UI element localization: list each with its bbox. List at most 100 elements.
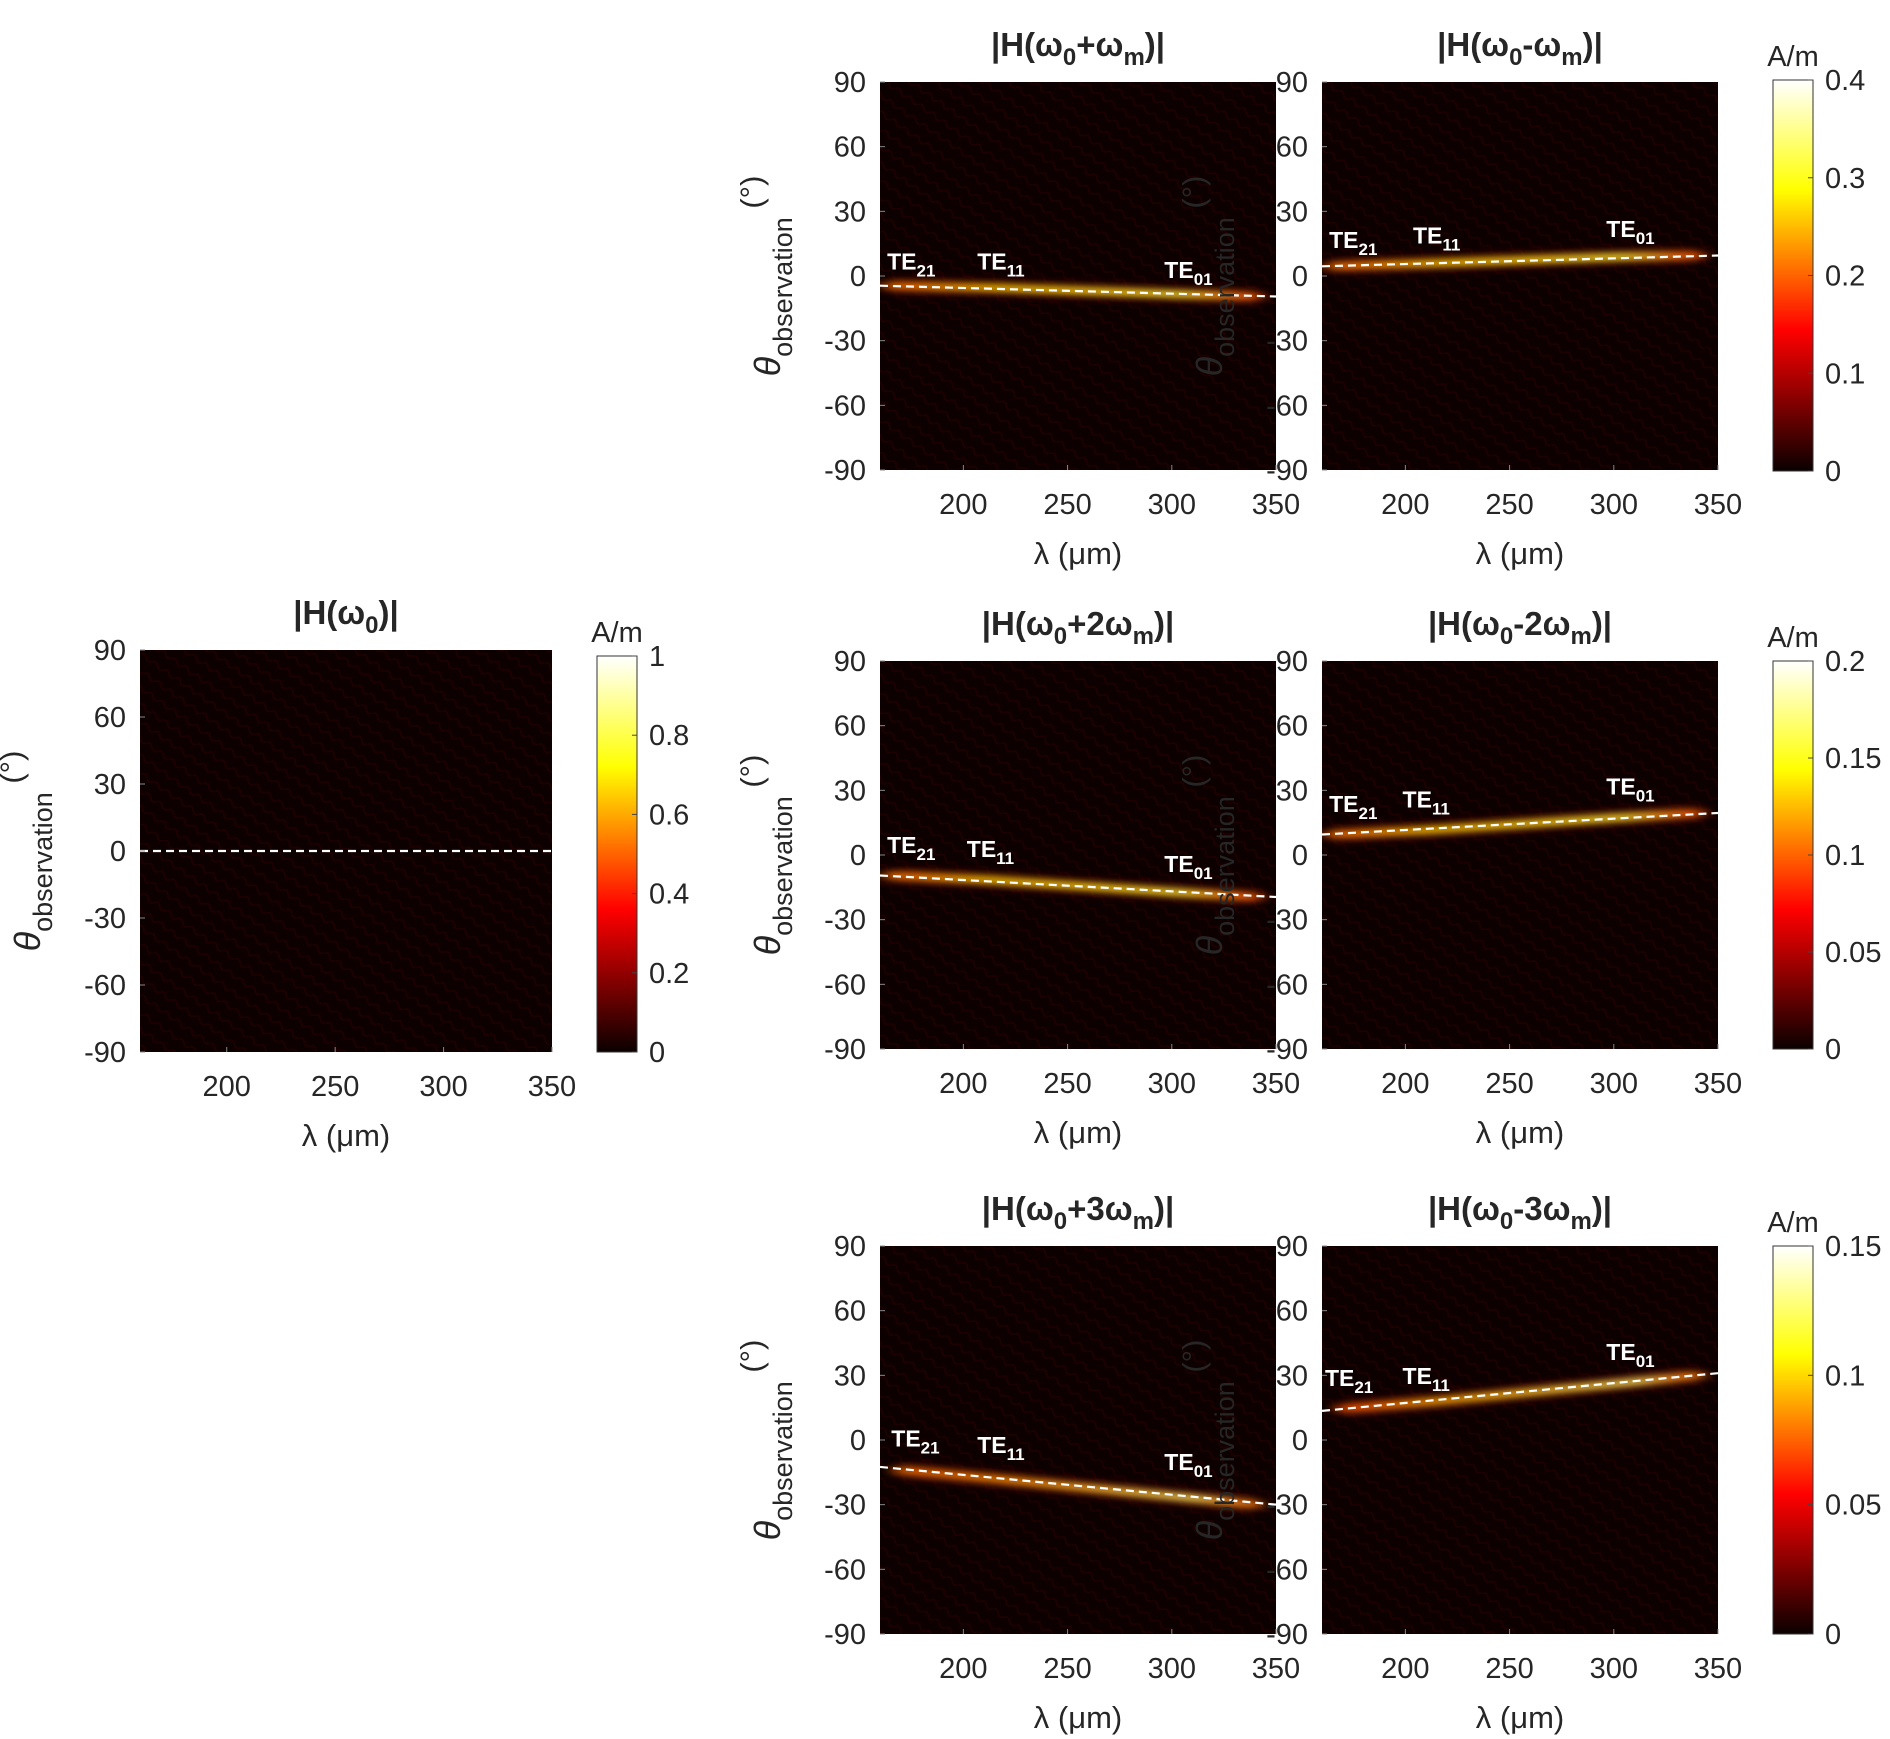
title-sub: 0 [1509, 44, 1522, 71]
x-tick-label: 300 [419, 1071, 467, 1103]
y-tick-label: -90 [824, 1034, 866, 1066]
y-axis-label-unit: (°) [734, 176, 769, 218]
colorbar [1772, 660, 1814, 1050]
colorbar-unit: A/m [1767, 1207, 1819, 1239]
x-tick-label: 250 [1485, 1653, 1533, 1685]
dashed-line [1322, 1372, 1718, 1412]
x-tick-label: 250 [1043, 1653, 1091, 1685]
mode-label-base: TE [887, 249, 916, 275]
mode-label-sub: 21 [1354, 1378, 1373, 1397]
x-tick-label: 350 [1252, 1068, 1300, 1100]
y-axis-label: θobservation (°) [1176, 176, 1240, 377]
y-tick-label: 60 [94, 702, 126, 734]
mode-label: TE21 [887, 249, 935, 281]
title-sub2: m [1133, 623, 1154, 650]
y-tick-label: -90 [1266, 1619, 1308, 1651]
y-tick-label: 90 [1276, 1231, 1308, 1263]
colorbar-unit: A/m [1767, 41, 1819, 73]
mode-label: TE21 [1325, 1365, 1373, 1397]
y-tick-label: 60 [1276, 1296, 1308, 1328]
x-tick-label: 200 [939, 1653, 987, 1685]
x-tick-label: 350 [1694, 1653, 1742, 1685]
panel-title: |H(ω0+3ωm)| [982, 1190, 1174, 1235]
y-axis-label: θobservation (°) [734, 1340, 798, 1541]
y-tick-label: -30 [824, 326, 866, 358]
x-tick-label: 350 [528, 1071, 576, 1103]
y-axis-label-sub: observation [28, 792, 58, 932]
x-axis-label: λ (μm) [302, 1118, 390, 1153]
y-axis-label-theta: θ [1189, 1520, 1230, 1540]
x-axis-label: λ (μm) [1476, 536, 1564, 571]
x-tick-label: 200 [1381, 1653, 1429, 1685]
mode-label-base: TE [1606, 1339, 1635, 1365]
title-op: -ω [1522, 26, 1561, 63]
y-tick-label: -60 [824, 390, 866, 422]
y-tick-label: 30 [834, 196, 866, 228]
x-tick-label: 300 [1590, 489, 1638, 521]
y-axis-label-theta: θ [1189, 356, 1230, 376]
x-tick-label: 250 [1043, 1068, 1091, 1100]
title-sub2: m [1570, 1208, 1591, 1235]
y-tick-label: 90 [834, 646, 866, 678]
y-tick-label: -30 [824, 905, 866, 937]
mode-label-sub: 11 [1442, 236, 1460, 255]
x-tick-label: 250 [311, 1071, 359, 1103]
title-rest: )| [1592, 1190, 1612, 1227]
mode-label-sub: 11 [1007, 262, 1025, 281]
title-base: |H(ω [991, 26, 1063, 63]
colorbar-tick-label: 0.2 [649, 958, 689, 990]
mode-label-base: TE [887, 832, 916, 858]
panel-title: |H(ω0+ωm)| [991, 26, 1165, 71]
mode-label-base: TE [891, 1425, 920, 1451]
y-axis-label-unit: (°) [734, 755, 769, 797]
y-tick-label: -30 [1266, 326, 1308, 358]
title-base: |H(ω [1428, 1190, 1500, 1227]
title-base: |H(ω [982, 1190, 1054, 1227]
y-tick-label: 90 [1276, 646, 1308, 678]
mode-label: TE11 [1413, 223, 1460, 255]
title-op: +3ω [1067, 1190, 1133, 1227]
title-sub: 0 [1054, 623, 1067, 650]
colorbar-unit: A/m [1767, 622, 1819, 654]
x-tick-label: 300 [1590, 1068, 1638, 1100]
title-sub: 0 [1054, 1208, 1067, 1235]
mode-label-base: TE [1329, 791, 1358, 817]
mode-label: TE01 [1164, 1449, 1212, 1481]
y-tick-label: 90 [834, 1231, 866, 1263]
title-sub2: m [1123, 44, 1144, 71]
x-tick-label: 250 [1485, 1068, 1533, 1100]
y-tick-label: 0 [850, 261, 866, 293]
x-tick-label: 350 [1252, 489, 1300, 521]
heatmap-field [140, 650, 552, 1052]
x-tick-label: 350 [1694, 1068, 1742, 1100]
x-tick-label: 200 [939, 1068, 987, 1100]
x-tick-label: 250 [1043, 489, 1091, 521]
y-tick-label: -90 [84, 1037, 126, 1069]
y-tick-label: 30 [834, 1360, 866, 1392]
mode-label-sub: 01 [1194, 864, 1213, 883]
x-axis-label: λ (μm) [1034, 1115, 1122, 1150]
y-axis-label-theta: θ [1189, 935, 1230, 955]
interference-ripple [880, 661, 1276, 1049]
colorbar-tick-label: 0.15 [1825, 1231, 1881, 1263]
y-axis-label-unit: (°) [734, 1340, 769, 1382]
mode-label: TE11 [977, 249, 1024, 281]
y-tick-label: 30 [834, 775, 866, 807]
mode-label: TE11 [1403, 1363, 1450, 1395]
y-tick-label: -90 [824, 455, 866, 487]
dashed-line [880, 874, 1276, 899]
colorbar-tick-label: 0 [1825, 1619, 1841, 1651]
colorbar-tick-label: 0 [1825, 456, 1841, 488]
y-tick-label: 0 [850, 1425, 866, 1457]
y-tick-label: 0 [110, 836, 126, 868]
mode-label-base: TE [1325, 1365, 1354, 1391]
interference-ripple [1322, 1246, 1718, 1634]
mode-label-sub: 21 [1358, 804, 1377, 823]
